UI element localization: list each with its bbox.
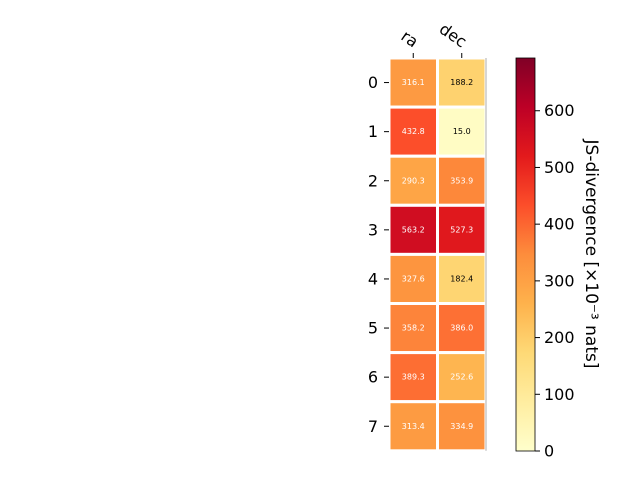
row-label: 7 <box>368 417 378 436</box>
row-label: 2 <box>368 171 378 190</box>
column-label: ra <box>398 26 422 51</box>
colorbar: 0 100 200 300 400 500 600 JS-divergence [×10⁻³… <box>515 57 601 461</box>
colorbar-label: JS-divergence [×10⁻³ nats] <box>581 139 601 369</box>
heatmap-cell <box>436 400 488 453</box>
cell-value-label: 334.9 <box>450 422 473 431</box>
cell-value-label: 252.6 <box>450 373 473 382</box>
cell-value-label: 389.3 <box>402 373 425 382</box>
colorbar-tick-label: 500 <box>544 158 575 177</box>
cell-value-label: 316.1 <box>402 78 425 87</box>
colorbar-tick-label: 100 <box>544 385 575 404</box>
row-label: 6 <box>368 368 378 387</box>
colorbar-tick-label: 300 <box>544 271 575 290</box>
row-tick-labels: 0 1 2 3 4 5 6 7 <box>368 73 389 436</box>
colorbar-gradient <box>515 57 536 452</box>
heatmap-cells: 316.1 188.2 432.8 15.0 290.3 353.9 563.2 527.3 3… <box>387 56 488 453</box>
cell-value-label: 182.4 <box>450 274 473 283</box>
cell-value-label: 353.9 <box>450 176 473 185</box>
row-label: 5 <box>368 319 378 338</box>
heatmap-cell <box>436 252 488 305</box>
colorbar-tick-label: 400 <box>544 215 575 234</box>
column-label: dec <box>436 19 470 51</box>
cell-value-label: 15.0 <box>453 127 471 136</box>
cell-value-label: 290.3 <box>402 176 425 185</box>
colorbar-tick-label: 200 <box>544 328 575 347</box>
colorbar-ticks: 0 100 200 300 400 500 600 <box>535 101 575 461</box>
cell-value-label: 188.2 <box>450 78 473 87</box>
cell-value-label: 358.2 <box>402 324 425 333</box>
cell-value-label: 432.8 <box>402 127 425 136</box>
cell-value-label: 386.0 <box>450 324 473 333</box>
heatmap-cell <box>436 203 488 256</box>
column-tick-labels: ra dec <box>398 19 470 58</box>
cell-value-label: 527.3 <box>450 225 473 234</box>
row-label: 0 <box>368 73 378 92</box>
colorbar-tick-label: 0 <box>544 442 554 461</box>
row-label: 1 <box>368 122 378 141</box>
colorbar-tick-label: 600 <box>544 101 575 120</box>
cell-value-label: 313.4 <box>402 422 425 431</box>
row-label: 4 <box>368 269 378 288</box>
cell-value-label: 563.2 <box>402 225 425 234</box>
cell-value-label: 327.6 <box>402 274 425 283</box>
row-label: 3 <box>368 220 378 239</box>
